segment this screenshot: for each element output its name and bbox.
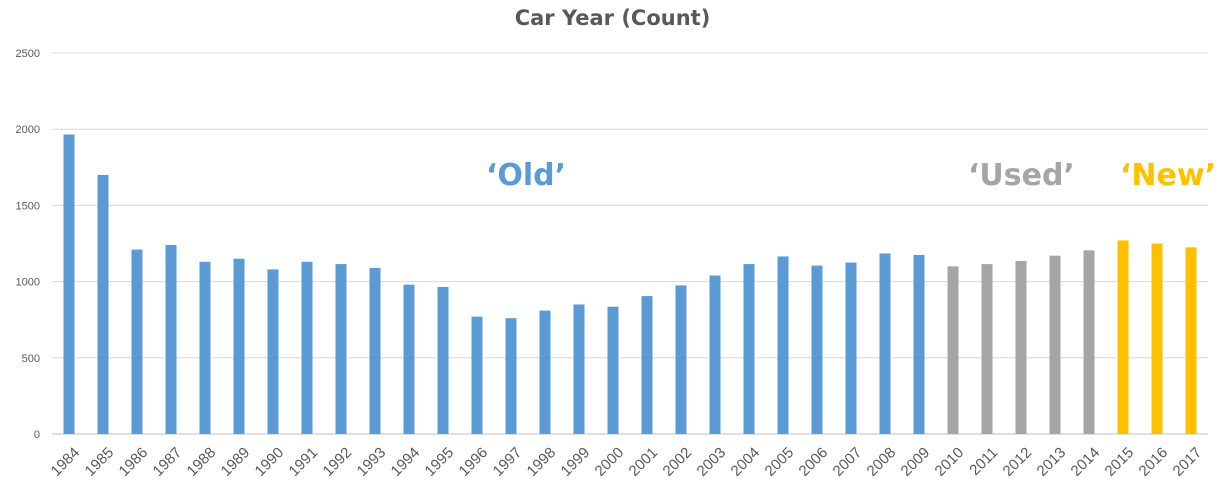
- x-tick-label: 2010: [932, 444, 968, 480]
- bar-2004: [743, 264, 755, 434]
- bar-1990: [267, 269, 279, 434]
- x-tick-label: 2000: [592, 444, 628, 480]
- annotation-new: ‘New’: [1120, 158, 1216, 193]
- x-tick-label: 1996: [456, 444, 492, 480]
- bar-2007: [845, 262, 857, 434]
- bar-2008: [879, 253, 891, 434]
- bar-1996: [471, 316, 483, 434]
- bar-1997: [505, 318, 517, 434]
- bar-1987: [165, 245, 177, 434]
- x-tick-label: 1998: [524, 444, 560, 480]
- x-tick-label: 1994: [388, 444, 424, 480]
- bar-2006: [811, 265, 823, 434]
- bar-2009: [913, 254, 925, 434]
- chart-title: Car Year (Count): [514, 6, 711, 30]
- x-tick-label: 1988: [184, 444, 220, 480]
- x-tick-label: 1991: [286, 444, 322, 480]
- x-tick-label: 2012: [1000, 444, 1036, 480]
- x-tick-label: 1990: [252, 444, 288, 480]
- bar-1992: [335, 264, 347, 434]
- bar-1984: [63, 134, 75, 434]
- bar-2010: [947, 266, 959, 434]
- bar-2001: [641, 296, 653, 434]
- x-tick-label: 2016: [1136, 444, 1172, 480]
- bar-2016: [1151, 243, 1163, 434]
- x-tick-label: 2007: [830, 444, 866, 480]
- bar-2015: [1117, 240, 1129, 434]
- y-tick-label: 0: [34, 429, 40, 441]
- bar-1991: [301, 261, 313, 434]
- bar-2002: [675, 285, 687, 434]
- bar-1985: [97, 174, 109, 435]
- x-tick-label: 1989: [218, 444, 254, 480]
- x-tick-label: 2001: [626, 444, 662, 480]
- y-tick-label: 2500: [16, 48, 40, 60]
- annotation-used: ‘Used’: [968, 158, 1075, 193]
- x-tick-label: 2017: [1170, 444, 1206, 480]
- bar-1994: [403, 284, 415, 434]
- x-tick-label: 2013: [1034, 444, 1070, 480]
- y-tick-label: 1500: [16, 200, 40, 212]
- x-tick-label: 2008: [864, 444, 900, 480]
- bar-1989: [233, 258, 245, 434]
- x-tick-label: 2005: [762, 444, 798, 480]
- bar-2014: [1083, 250, 1095, 434]
- y-tick-label: 2000: [16, 124, 40, 136]
- bar-1999: [573, 304, 585, 434]
- x-tick-label: 2014: [1068, 444, 1104, 480]
- bar-1988: [199, 261, 211, 434]
- x-tick-label: 2002: [660, 444, 696, 480]
- x-tick-label: 1986: [116, 444, 152, 480]
- x-tick-label: 2015: [1102, 444, 1138, 480]
- x-tick-label: 2006: [796, 444, 832, 480]
- bar-1998: [539, 310, 551, 434]
- x-tick-label: 1993: [354, 444, 390, 480]
- bar-2011: [981, 264, 993, 434]
- annotation-old: ‘Old’: [486, 158, 567, 193]
- x-tick-label: 1987: [150, 444, 186, 480]
- x-tick-label: 2009: [898, 444, 934, 480]
- x-tick-label: 2011: [966, 444, 1001, 479]
- x-tick-label: 1992: [320, 444, 356, 480]
- x-tick-label: 1985: [82, 444, 118, 480]
- bar-1995: [437, 286, 449, 434]
- x-tick-label: 2003: [694, 444, 730, 480]
- bar-1986: [131, 249, 143, 434]
- bar-2005: [777, 256, 789, 434]
- bar-2012: [1015, 261, 1027, 434]
- y-tick-label: 500: [22, 353, 40, 365]
- x-tick-label: 1997: [490, 444, 526, 480]
- x-tick-label: 1984: [48, 444, 84, 480]
- x-tick-label: 1995: [422, 444, 458, 480]
- y-tick-label: 1000: [16, 277, 40, 289]
- bar-2000: [607, 306, 619, 434]
- x-tick-label: 2004: [728, 444, 764, 480]
- bar-1993: [369, 267, 381, 434]
- bar-2017: [1185, 247, 1197, 434]
- x-tick-label: 1999: [558, 444, 594, 480]
- bar-2003: [709, 275, 721, 434]
- bar-2013: [1049, 255, 1061, 434]
